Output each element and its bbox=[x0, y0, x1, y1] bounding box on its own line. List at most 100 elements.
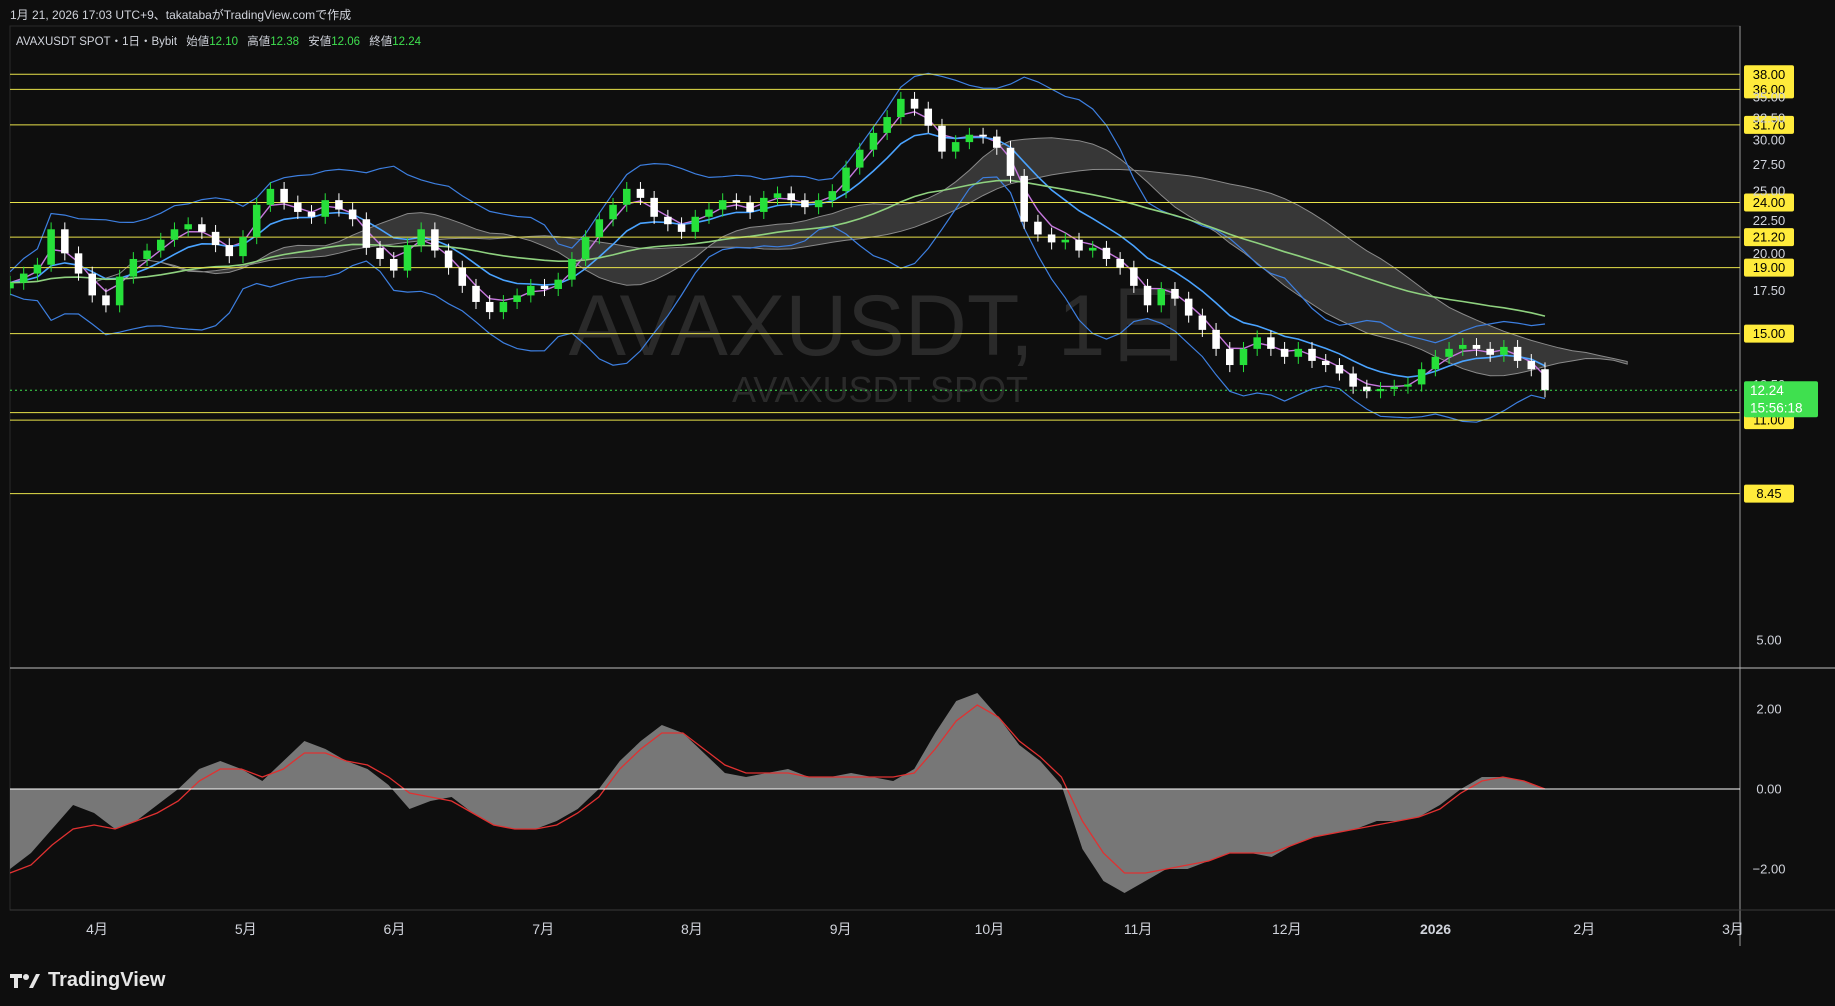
candle-body bbox=[965, 134, 974, 143]
candle-body bbox=[869, 132, 878, 150]
candle-body bbox=[61, 229, 69, 254]
legend-separator: ・ bbox=[111, 36, 123, 48]
legend-close-label: 終値 bbox=[369, 34, 392, 48]
candle-body bbox=[1102, 247, 1111, 259]
candle-body bbox=[1267, 337, 1275, 349]
countdown-label: 15:56:18 bbox=[1750, 400, 1803, 415]
price-tick-label: 32.50 bbox=[1753, 110, 1786, 125]
legend-exchange: Bybit bbox=[151, 36, 177, 48]
ema-slow-line bbox=[10, 179, 1546, 317]
footer-branding[interactable]: TradingView bbox=[10, 969, 165, 992]
candle-body bbox=[1047, 234, 1056, 243]
candle-body bbox=[801, 200, 809, 208]
candle-body bbox=[1349, 373, 1357, 387]
legend-open-value: 12.10 bbox=[209, 36, 238, 48]
candle-body bbox=[472, 285, 480, 302]
candle-body bbox=[129, 258, 138, 277]
candle-body bbox=[225, 245, 234, 257]
price-tick-label: 22.50 bbox=[1753, 213, 1786, 228]
macd-tick-label: 2.00 bbox=[1756, 702, 1781, 717]
candle-body bbox=[993, 136, 1001, 148]
price-series bbox=[10, 91, 1549, 399]
candle-body bbox=[1486, 348, 1494, 355]
footer-brand-text: TradingView bbox=[48, 969, 166, 991]
candle-body bbox=[33, 264, 42, 274]
candle-body bbox=[239, 237, 247, 257]
legend-open-label: 始値 bbox=[186, 34, 209, 48]
candle-body bbox=[1417, 369, 1426, 385]
time-scale[interactable] bbox=[10, 910, 1740, 946]
candle-body bbox=[1431, 356, 1440, 370]
candle-body bbox=[609, 204, 617, 220]
candle-body bbox=[1088, 247, 1097, 251]
horizontal-levels[interactable]: 38.0036.0031.7024.0021.2019.0015.0011.30… bbox=[10, 65, 1794, 503]
candle-body bbox=[1020, 175, 1028, 222]
legend-close-value: 12.24 bbox=[392, 36, 421, 48]
candle-body bbox=[1198, 315, 1207, 330]
candle-body bbox=[513, 295, 521, 302]
level-label: 38.00 bbox=[1753, 67, 1786, 82]
candle-body bbox=[1253, 337, 1261, 349]
candle-body bbox=[376, 247, 384, 259]
candle-body bbox=[115, 276, 124, 306]
macd-indicator bbox=[10, 693, 1740, 893]
candle-body bbox=[1034, 221, 1042, 235]
candle-body bbox=[198, 224, 206, 232]
candle-body bbox=[938, 125, 946, 152]
candle-body bbox=[883, 117, 891, 133]
time-tick-label: 2026 bbox=[1420, 921, 1451, 937]
price-tick-label: 17.50 bbox=[1753, 283, 1786, 298]
candle-body bbox=[184, 224, 192, 230]
level-label-box bbox=[1744, 228, 1794, 247]
price-axis: 5.0012.5017.5020.0022.5025.0027.5030.003… bbox=[1753, 90, 1786, 648]
legend-low-label: 安値 bbox=[308, 34, 331, 48]
time-tick-label: 7月 bbox=[532, 921, 554, 937]
candle-body bbox=[773, 193, 782, 198]
level-label: 8.45 bbox=[1756, 486, 1781, 501]
time-tick-label: 6月 bbox=[384, 921, 406, 937]
candle-body bbox=[19, 273, 28, 283]
candle-body bbox=[568, 258, 576, 280]
candle-body bbox=[294, 202, 302, 212]
candle-body bbox=[88, 273, 97, 296]
candle-body bbox=[554, 279, 562, 289]
candle-body bbox=[1116, 258, 1124, 268]
macd-tick-label: 0.00 bbox=[1756, 782, 1781, 797]
last-price-box bbox=[1744, 381, 1818, 418]
candle-body bbox=[444, 250, 453, 268]
candle-body bbox=[1239, 348, 1248, 366]
candle-body bbox=[924, 108, 933, 126]
candle-body bbox=[156, 239, 165, 251]
bollinger-lower-band bbox=[10, 176, 1546, 423]
price-tick-label: 35.00 bbox=[1753, 90, 1786, 105]
candle-body bbox=[1363, 386, 1371, 392]
last-price-label: 12.24 bbox=[1750, 383, 1784, 398]
candle-body bbox=[1445, 348, 1453, 357]
candle-body bbox=[622, 188, 631, 205]
candle-body bbox=[1075, 239, 1083, 251]
ema-mid-line bbox=[10, 132, 1546, 379]
chart-snapshot-caption: 1月 21, 2026 17:03 UTC+9、takatabaがTrading… bbox=[10, 8, 352, 22]
tradingview-logo-icon bbox=[10, 973, 40, 988]
candle-body bbox=[979, 134, 987, 137]
legend-separator: ・ bbox=[140, 36, 152, 48]
level-label: 31.70 bbox=[1753, 117, 1786, 132]
time-tick-label: 4月 bbox=[86, 921, 108, 937]
bollinger-upper-band bbox=[10, 72, 1546, 344]
macd-histogram-area bbox=[10, 693, 1545, 893]
candle-body bbox=[732, 200, 741, 203]
candle-body bbox=[321, 200, 329, 217]
watermark-symbol: AVAXUSDT, 1日 bbox=[569, 278, 1192, 374]
level-label: 36.00 bbox=[1753, 82, 1786, 97]
candle-body bbox=[1308, 348, 1316, 361]
candle-body bbox=[1321, 360, 1330, 366]
candle-body bbox=[1527, 360, 1536, 370]
candle-body bbox=[252, 204, 261, 238]
candle-body bbox=[718, 200, 727, 210]
candle-body bbox=[1404, 384, 1412, 387]
candle-body bbox=[47, 229, 55, 265]
candle-body bbox=[527, 285, 535, 296]
time-tick-label: 9月 bbox=[830, 921, 852, 937]
candle-body bbox=[307, 211, 316, 217]
